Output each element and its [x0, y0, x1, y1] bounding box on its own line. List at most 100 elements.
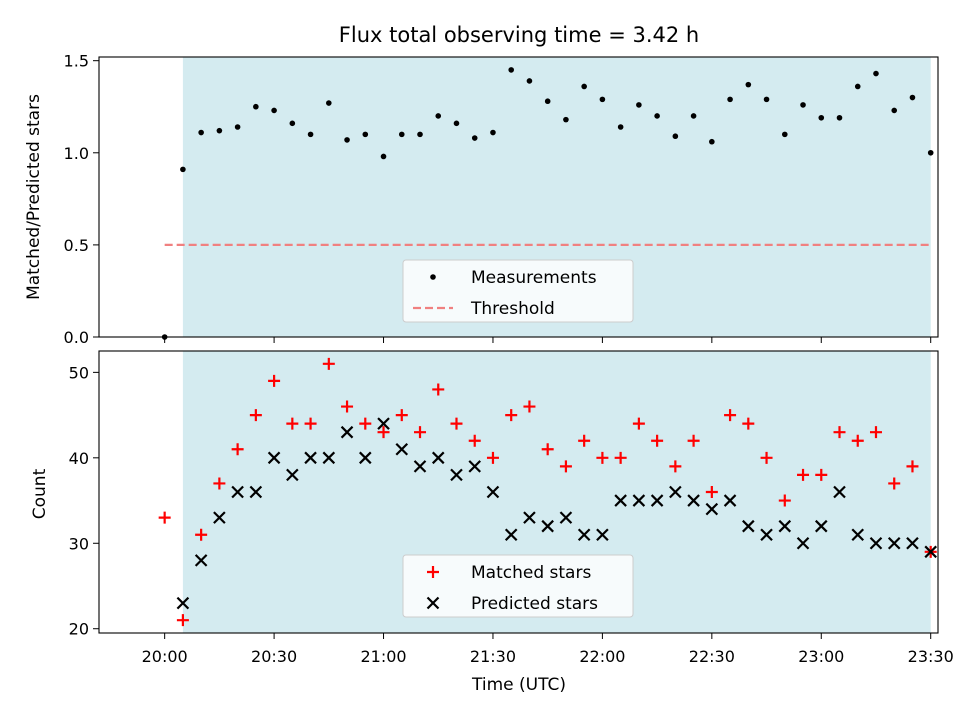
- matched-star-point: [359, 417, 372, 430]
- measurement-point: [927, 149, 934, 156]
- matched-star-point: [286, 417, 299, 430]
- x-tick-label: 22:30: [689, 647, 735, 666]
- chart-title: Flux total observing time = 3.42 h: [339, 23, 699, 47]
- axes-frame: [98, 56, 939, 338]
- y-axis-label-ratio: Matched/Predicted stars: [24, 94, 44, 300]
- predicted-star-point: [413, 460, 427, 473]
- legend-marker-measurements: [430, 274, 436, 280]
- matched-star-point: [486, 451, 499, 464]
- measurement-point: [836, 114, 843, 121]
- matched-star-point: [651, 434, 664, 447]
- predicted-star-point: [887, 536, 901, 550]
- y-tick-label: 0.5: [64, 236, 89, 255]
- x-tick-label: 23:00: [798, 647, 844, 666]
- predicted-star-point: [760, 528, 773, 542]
- predicted-star-point: [596, 528, 609, 542]
- matched-star-point: [851, 434, 864, 447]
- measurement-point: [198, 129, 204, 136]
- predicted-star-point: [541, 519, 554, 533]
- matched-star-point: [304, 417, 317, 430]
- measurement-point: [745, 81, 752, 88]
- predicted-star-point: [213, 511, 226, 524]
- measurement-point: [636, 102, 642, 108]
- matched-star-point: [815, 468, 828, 481]
- predicted-star-point: [267, 451, 281, 465]
- count-chart: Count Time (UTC) 20 30 40 50 20:00 20:30 21:00…: [30, 350, 954, 695]
- legend-label: Threshold: [470, 299, 555, 319]
- predicted-star-point: [395, 442, 409, 456]
- matched-star-point: [213, 477, 226, 490]
- measurement-point: [581, 83, 587, 90]
- measurement-point: [234, 124, 241, 130]
- matched-star-point: [322, 357, 335, 370]
- matched-star-point: [869, 426, 882, 439]
- matched-star-point: [797, 468, 810, 481]
- matched-star-point: [906, 460, 919, 473]
- predicted-star-point: [304, 451, 317, 465]
- measurement-point: [654, 113, 660, 119]
- matched-star-point: [742, 417, 755, 430]
- matched-star-point: [833, 426, 846, 439]
- predicted-star-point: [687, 494, 700, 507]
- measurement-point: [526, 78, 533, 84]
- measurement-point: [216, 127, 223, 134]
- matched-star-point: [395, 409, 408, 422]
- ratio-chart: Flux total observing time = 3.42 h Match…: [24, 23, 939, 347]
- x-tick-label: 20:00: [142, 647, 188, 666]
- matched-star-point: [888, 477, 901, 490]
- matched-star-point: [632, 417, 645, 430]
- measurement-point: [417, 131, 423, 138]
- legend-label: Measurements: [471, 268, 597, 288]
- y-axis-label-count: Count: [30, 468, 50, 519]
- measurement-point: [253, 103, 259, 110]
- matched-star-point: [778, 494, 791, 507]
- measurement-point: [380, 153, 387, 160]
- measurement-point: [727, 96, 733, 103]
- measurement-point: [563, 116, 569, 123]
- predicted-star-point: [869, 536, 883, 550]
- predicted-star-point: [723, 494, 737, 507]
- measurement-point: [818, 114, 825, 121]
- matched-star-point: [578, 434, 591, 447]
- measurement-point: [854, 83, 861, 90]
- measurement-point: [490, 129, 496, 136]
- predicted-star-point: [796, 536, 810, 550]
- predicted-star-point: [249, 485, 263, 499]
- measurement-point: [690, 113, 697, 119]
- matched-star-point: [541, 443, 554, 456]
- measurement-point: [508, 67, 515, 73]
- matched-star-point: [523, 400, 536, 413]
- predicted-star-point: [176, 596, 190, 610]
- measurement-point: [471, 135, 478, 141]
- predicted-star-point: [778, 519, 792, 533]
- matched-star-point: [596, 451, 609, 464]
- predicted-star-point: [742, 519, 755, 533]
- measurement-point: [617, 124, 624, 130]
- y-tick-label: 20: [69, 620, 89, 639]
- predicted-star-point: [705, 502, 719, 516]
- x-axis-label: Time (UTC): [471, 675, 566, 695]
- predicted-star-point: [650, 494, 664, 507]
- y-tick-label: 50: [69, 363, 89, 382]
- legend-marker-predicted: [426, 596, 440, 610]
- matched-star-point: [432, 383, 445, 396]
- matched-star-point: [505, 409, 518, 422]
- predicted-stars-series: [176, 417, 937, 610]
- predicted-star-point: [632, 494, 646, 507]
- y-tick-label: 0.0: [64, 328, 89, 347]
- predicted-star-point: [431, 451, 445, 465]
- predicted-star-point: [559, 511, 573, 524]
- matched-stars-series: [158, 357, 937, 627]
- measurement-point: [453, 120, 460, 127]
- measurement-point: [709, 138, 715, 145]
- matched-star-point: [559, 460, 572, 473]
- matched-star-point: [614, 451, 627, 464]
- predicted-star-point: [669, 485, 682, 499]
- legend: Measurements Threshold: [402, 259, 634, 323]
- predicted-star-point: [504, 528, 518, 542]
- x-tick-label: 23:30: [908, 647, 954, 666]
- predicted-star-point: [906, 536, 919, 550]
- measurement-point: [326, 100, 332, 106]
- predicted-star-point: [340, 425, 354, 439]
- predicted-star-point: [194, 554, 208, 567]
